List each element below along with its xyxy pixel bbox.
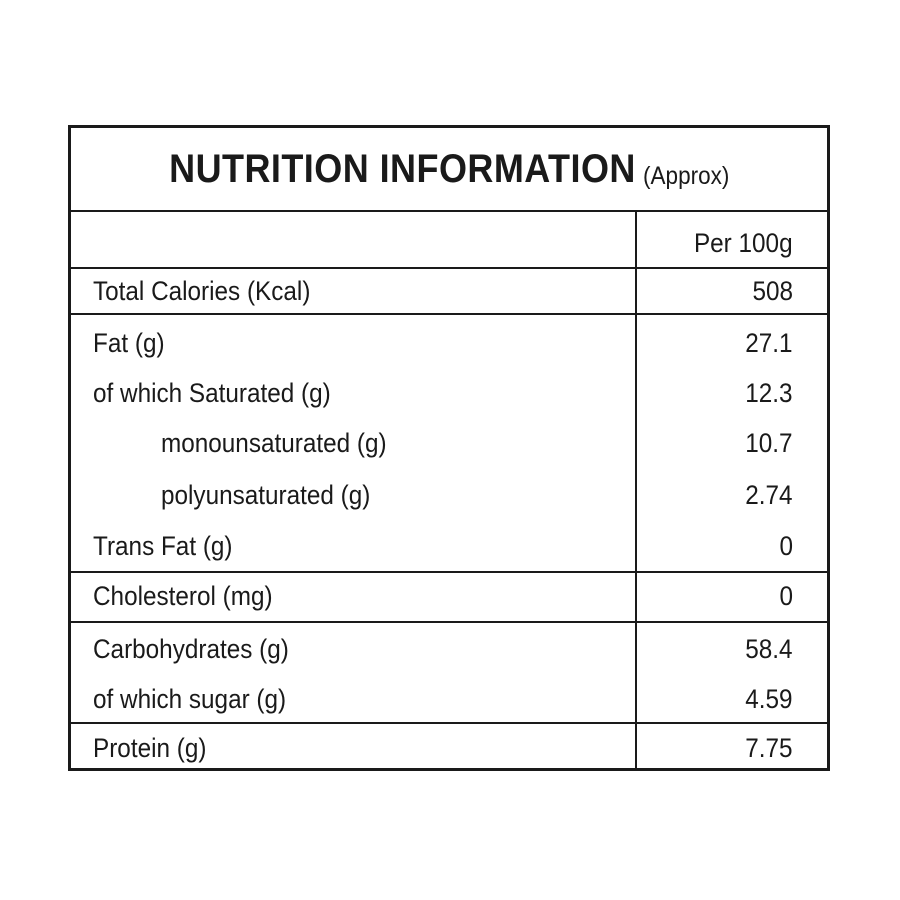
row-label-polyunsaturated: polyunsaturated (g) bbox=[161, 480, 371, 510]
row-divider bbox=[71, 313, 827, 315]
title-subtitle: (Approx) bbox=[642, 161, 730, 190]
row-label-cholesterol: Cholesterol (mg) bbox=[93, 581, 273, 611]
row-value-trans-fat: 0 bbox=[779, 531, 793, 561]
title-row: NUTRITION INFORMATION (Approx) bbox=[71, 128, 827, 212]
row-value-total-calories: 508 bbox=[752, 276, 793, 306]
row-label-fat: Fat (g) bbox=[93, 328, 165, 358]
row-value-sugar: 4.59 bbox=[745, 684, 793, 714]
column-header-per-100g: Per 100g bbox=[694, 228, 793, 258]
row-value-fat: 27.1 bbox=[745, 328, 793, 358]
row-divider bbox=[71, 621, 827, 623]
row-divider bbox=[71, 722, 827, 724]
row-label-saturated: of which Saturated (g) bbox=[93, 378, 331, 408]
row-label-sugar: of which sugar (g) bbox=[93, 684, 287, 714]
row-divider bbox=[71, 571, 827, 573]
column-divider bbox=[635, 212, 637, 770]
row-label-protein: Protein (g) bbox=[93, 733, 207, 763]
row-divider bbox=[71, 267, 827, 269]
row-value-cholesterol: 0 bbox=[779, 581, 793, 611]
row-value-protein: 7.75 bbox=[745, 733, 793, 763]
row-label-monounsaturated: monounsaturated (g) bbox=[161, 428, 387, 458]
row-label-carbohydrates: Carbohydrates (g) bbox=[93, 634, 289, 664]
row-value-saturated: 12.3 bbox=[745, 378, 793, 408]
nutrition-table: NUTRITION INFORMATION (Approx) Per 100g T… bbox=[68, 125, 830, 771]
row-value-monounsaturated: 10.7 bbox=[745, 428, 793, 458]
row-value-carbohydrates: 58.4 bbox=[745, 634, 793, 664]
panel-title: NUTRITION INFORMATION (Approx) bbox=[169, 147, 729, 192]
title-text: NUTRITION INFORMATION bbox=[168, 146, 636, 191]
row-label-total-calories: Total Calories (Kcal) bbox=[93, 276, 311, 306]
row-value-polyunsaturated: 2.74 bbox=[745, 480, 793, 510]
row-label-trans-fat: Trans Fat (g) bbox=[93, 531, 233, 561]
